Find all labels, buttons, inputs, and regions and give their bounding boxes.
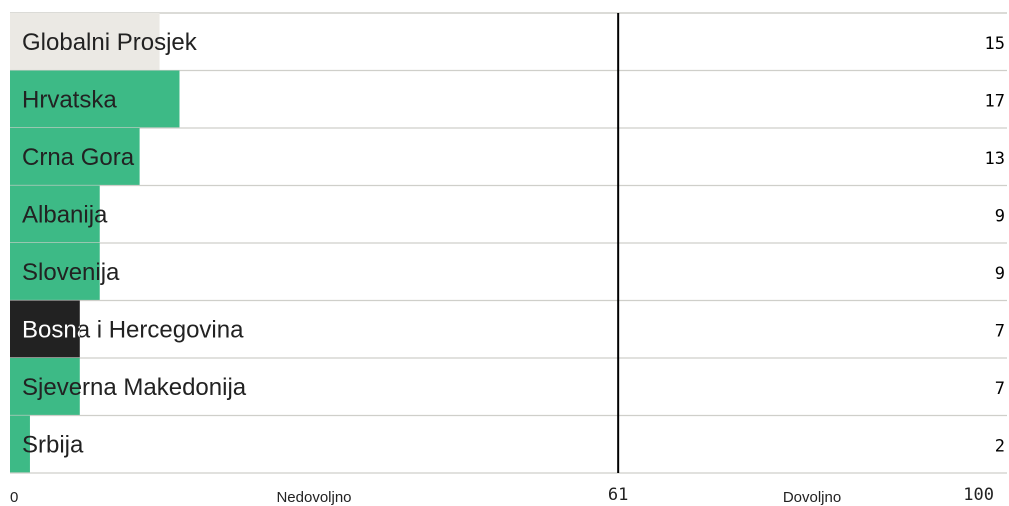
category-label: Hrvatska <box>22 86 117 113</box>
value-label: 15 <box>985 34 1005 54</box>
value-label: 7 <box>995 379 1005 399</box>
bar <box>10 185 100 243</box>
category-label: Albanija <box>22 201 108 228</box>
category-label-overlay: Bosna i Hercegovina <box>22 316 244 343</box>
category-label: Sjeverna Makedonija <box>22 374 247 401</box>
axis-min-label: 0 <box>10 489 18 506</box>
value-label: 9 <box>995 206 1005 226</box>
category-label: Crna Gora <box>22 144 135 171</box>
value-label: 13 <box>985 149 1005 169</box>
axis-above-label: Dovoljno <box>783 489 841 506</box>
value-label: 7 <box>995 321 1005 341</box>
bar <box>10 13 160 71</box>
axis-max-label: 100 <box>963 485 994 505</box>
category-label: Srbija <box>22 431 84 458</box>
bar <box>10 415 30 473</box>
x-axis: 0 Nedovoljno 61 Dovoljno 100 <box>10 485 994 506</box>
value-label: 2 <box>995 436 1005 456</box>
axis-threshold-label: 61 <box>608 485 628 505</box>
bar <box>10 70 180 128</box>
value-label: 9 <box>995 264 1005 284</box>
axis-below-label: Nedovoljno <box>276 489 351 506</box>
value-label: 17 <box>985 91 1005 111</box>
bar <box>10 358 80 416</box>
bar <box>10 128 140 186</box>
category-label: Slovenija <box>22 259 120 286</box>
category-label: Globalni Prosjek <box>22 29 198 56</box>
category-label: Bosna i Hercegovina <box>22 316 244 343</box>
chart-rows: Globalni Prosjek 15 Hrvatska 17 Crna Gora 13 A… <box>10 12 1007 474</box>
bar <box>10 300 80 358</box>
bar <box>10 243 100 301</box>
